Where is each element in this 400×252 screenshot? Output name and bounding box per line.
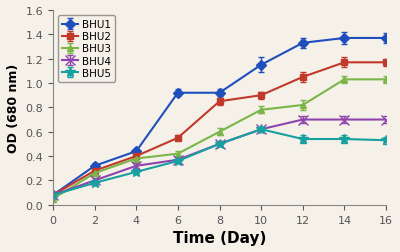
- X-axis label: Time (Day): Time (Day): [173, 230, 266, 245]
- Y-axis label: OD (680 nm): OD (680 nm): [7, 64, 20, 152]
- Legend: BHU1, BHU2, BHU3, BHU4, BHU5: BHU1, BHU2, BHU3, BHU4, BHU5: [58, 16, 115, 82]
